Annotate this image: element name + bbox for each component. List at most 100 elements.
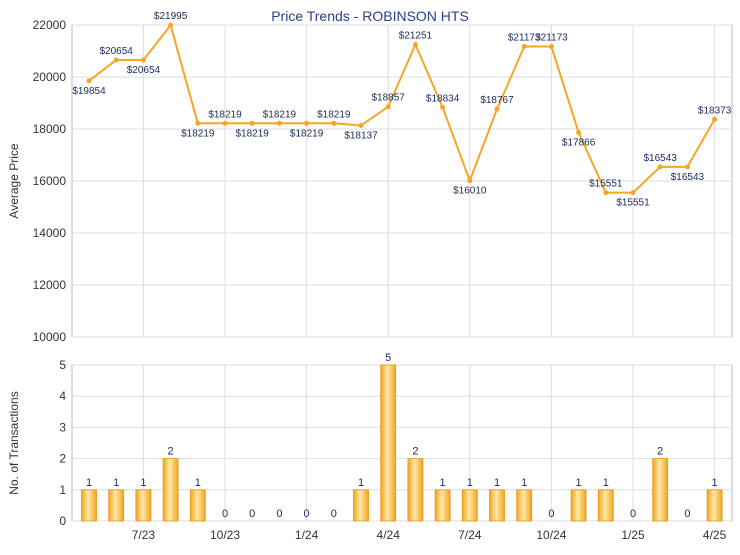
transaction-bar	[570, 489, 587, 522]
price-data-label: $18219	[263, 109, 297, 120]
x-tick-label: 1/24	[295, 528, 319, 542]
transaction-bar	[81, 489, 97, 522]
transaction-bar	[434, 489, 451, 522]
transaction-bar	[353, 489, 369, 522]
transactions-panel: 0 1 2 3 4 5 7/23 10/23 1/24 4/24 7/24 10/24 1/25 4/25…	[7, 352, 733, 542]
price-y-tick-label: 14000	[33, 226, 67, 240]
price-point	[630, 190, 636, 196]
transaction-bar	[461, 489, 478, 522]
price-point	[684, 164, 690, 170]
price-data-label: $21173	[508, 33, 541, 44]
x-tick-label: 10/23	[210, 528, 240, 542]
price-y-tick-label: 16000	[33, 174, 67, 188]
price-point	[168, 22, 174, 28]
transactions-y-tick-label: 4	[59, 389, 66, 403]
price-data-label: $18219	[208, 109, 242, 120]
price-point	[548, 44, 554, 50]
price-panel: 10000 12000 14000 16000 18000 20000 22000 Avera…	[7, 11, 733, 344]
price-data-label: $16010	[453, 186, 487, 197]
transaction-bar-label: 5	[385, 352, 391, 364]
transaction-bar	[489, 489, 505, 522]
price-point	[467, 178, 473, 184]
transaction-bar-label: 0	[304, 508, 310, 520]
price-data-label: $18373	[698, 105, 732, 116]
transactions-y-tick-label: 0	[59, 514, 66, 528]
x-tick-label: 1/25	[621, 528, 645, 542]
price-point	[603, 190, 609, 196]
price-point	[113, 57, 119, 63]
price-axis-title: Average Price	[7, 143, 21, 218]
price-y-tick-label: 12000	[33, 278, 67, 292]
price-data-label: $21251	[399, 30, 433, 41]
transaction-bar-label: 2	[412, 446, 418, 458]
x-tick-label: 7/23	[132, 528, 156, 542]
price-data-label: $18857	[372, 93, 406, 104]
price-data-label: $21173	[535, 33, 568, 44]
price-data-label: $18834	[426, 93, 460, 104]
price-data-label: $17866	[562, 137, 596, 148]
transaction-bar-label: 0	[331, 508, 337, 520]
transactions-axis-title: No. of Transactions	[7, 391, 21, 494]
price-data-label: $15551	[616, 198, 650, 209]
x-tick-label: 7/24	[458, 528, 482, 542]
transaction-bar-label: 0	[630, 508, 636, 520]
transaction-bar	[597, 489, 614, 522]
transaction-bar-label: 1	[467, 477, 473, 489]
price-point	[304, 120, 310, 126]
price-data-label: $19854	[72, 86, 106, 97]
transaction-bar-label: 2	[168, 446, 174, 458]
transaction-bar-label: 0	[548, 508, 554, 520]
transaction-bar	[135, 489, 152, 522]
price-point	[494, 106, 500, 112]
transaction-bar-label: 1	[494, 477, 500, 489]
price-point	[712, 116, 718, 122]
chart-title: Price Trends - ROBINSON HTS	[271, 8, 469, 24]
price-point	[412, 41, 418, 47]
transaction-bar	[706, 489, 723, 522]
price-data-label: $18219	[290, 128, 324, 139]
transaction-bar-label: 1	[358, 477, 364, 489]
price-data-label: $18137	[344, 130, 378, 141]
price-data-label: $18219	[317, 109, 351, 120]
transaction-bar	[380, 364, 397, 522]
transaction-bar-label: 0	[222, 508, 228, 520]
transaction-bar	[516, 489, 533, 522]
x-tick-label: 4/25	[703, 528, 727, 542]
price-point	[249, 120, 255, 126]
x-tick-label: 10/24	[536, 528, 566, 542]
transaction-bar-label: 1	[195, 477, 201, 489]
transaction-bar-label: 1	[140, 477, 146, 489]
transaction-bar-label: 0	[276, 508, 282, 520]
price-data-label: $18219	[236, 128, 270, 139]
price-point	[195, 120, 201, 126]
price-data-label: $16543	[671, 172, 705, 183]
transaction-bar-label: 2	[657, 446, 663, 458]
price-point	[657, 164, 663, 170]
transactions-y-tick-label: 1	[59, 483, 66, 497]
price-point	[521, 44, 527, 50]
transaction-bar	[162, 458, 179, 522]
price-y-tick-label: 22000	[33, 18, 67, 32]
transaction-bar	[108, 489, 125, 522]
price-point	[358, 122, 364, 128]
price-y-tick-label: 10000	[33, 330, 67, 344]
price-point	[86, 78, 92, 84]
price-data-label: $16543	[644, 153, 678, 164]
transaction-bar-label: 1	[521, 477, 527, 489]
price-point	[576, 129, 582, 135]
x-tick-label: 4/24	[377, 528, 401, 542]
price-data-label: $20654	[127, 65, 161, 76]
price-data-label: $20654	[100, 46, 134, 57]
price-data-label: $18767	[480, 95, 514, 106]
transaction-bar	[652, 458, 669, 522]
transactions-y-tick-label: 5	[59, 358, 66, 372]
transaction-bar	[189, 489, 206, 522]
transaction-bar-label: 1	[113, 477, 119, 489]
price-point	[331, 120, 337, 126]
transaction-bar-label: 1	[86, 477, 92, 489]
price-data-label: $18219	[181, 128, 215, 139]
price-data-label: $15551	[589, 179, 623, 190]
transaction-bar-label: 1	[712, 477, 718, 489]
